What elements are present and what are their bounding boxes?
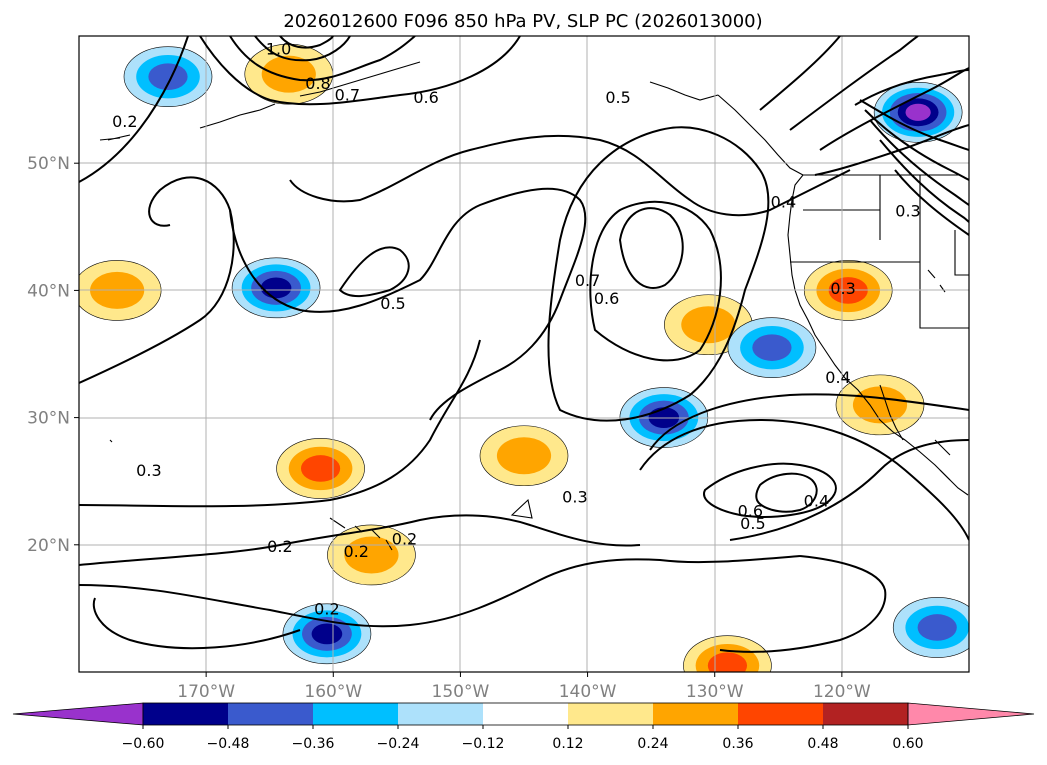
pv-anomaly-8 [727, 317, 817, 378]
colorbar-tick-label-4: −0.24 [377, 736, 420, 752]
chart-title: 2026012600 F096 850 hPa PV, SLP PC (2026… [283, 11, 762, 32]
lon-tick-label-2: 160°W [304, 682, 362, 702]
colorbar-tick-label-10: 0.60 [892, 736, 923, 752]
pv-anomaly-1 [231, 257, 321, 319]
colorbar-frame [142, 702, 909, 726]
pv-anomaly-2 [276, 438, 365, 499]
contour-label-16: 0.2 [343, 542, 368, 561]
contour-label-21: 0.5 [740, 514, 765, 533]
pv-anomaly-14 [123, 46, 213, 108]
pv-anomaly-12 [892, 597, 969, 658]
contour-label-2: 0.8 [305, 74, 330, 93]
lon-tick-label-1: 170°W [177, 682, 235, 702]
lat-tick-label-4: 50°N [27, 154, 70, 174]
contour-label-15: 0.2 [267, 537, 292, 556]
pv-anomaly-5 [479, 425, 569, 487]
contour-labels: 1.00.80.7 0.6 0.50.20.50.70.60.40.30.40.30… [112, 40, 921, 619]
colorbar-tick-label-2: −0.48 [207, 736, 250, 752]
contour-label-18: 0.2 [314, 599, 339, 618]
lon-tick-label-5: 130°W [686, 682, 744, 702]
colorbar-bin-1 [143, 703, 228, 725]
colorbar-bin-6 [568, 703, 653, 725]
colorbar-bin-2 [228, 703, 313, 725]
contour-label-9: 0.6 [594, 289, 619, 308]
contour-label-13: 0.3 [895, 201, 920, 220]
colorbar-extend-low [12, 702, 144, 726]
colorbar-bin-3 [313, 703, 398, 725]
contour-label-7: 0.5 [380, 294, 405, 313]
colorbar-bin-7 [653, 703, 738, 725]
colorbar-tick-label-3: −0.36 [292, 736, 335, 752]
contour-label-14: 0.3 [136, 461, 161, 480]
lon-tick-label-6: 120°W [813, 682, 871, 702]
contour-label-5: 0.5 [605, 88, 630, 107]
graticule [79, 36, 969, 672]
colorbar-bin-4 [398, 703, 483, 725]
colorbar-bin-5 [483, 703, 568, 725]
lon-tick-label-3: 150°W [432, 682, 490, 702]
colorbar-tick-label-6: 0.12 [552, 736, 583, 752]
contour-label-6: 0.2 [112, 112, 137, 131]
contour-label-8: 0.7 [575, 271, 600, 290]
contour-label-20: 0.6 [738, 502, 763, 521]
lat-tick-label-1: 20°N [27, 536, 70, 556]
contour-label-17: 0.2 [392, 529, 417, 548]
colorbar-tick-label-5: −0.12 [462, 736, 505, 752]
colorbar-tick-label-7: 0.24 [637, 736, 668, 752]
lat-tick-label-2: 30°N [27, 409, 70, 429]
contour-label-10: 0.4 [771, 192, 796, 211]
pv-anomaly-4 [282, 603, 372, 665]
contour-label-4: 0.6 [413, 88, 438, 107]
contour-label-1: 1.0 [266, 40, 291, 59]
contour-label-12: 0.4 [825, 368, 850, 387]
contour-label-19: 0.3 [562, 488, 587, 507]
contour-label-3: 0.7 [335, 86, 360, 105]
contour-label-22: 0.4 [804, 491, 829, 510]
contour-label-11: 0.3 [830, 279, 855, 298]
colorbar-bin-9 [823, 703, 908, 725]
lon-tick-label-4: 140°W [559, 682, 617, 702]
pv-anomaly-11 [873, 82, 963, 143]
colorbar-extend-high [907, 702, 1035, 726]
map-frame [78, 35, 970, 673]
colorbar: −0.60 −0.48 −0.36 −0.24 −0.12 0.12 0.24 0.36 0.4… [12, 702, 1035, 752]
colorbar-bin-8 [738, 703, 823, 725]
colorbar-tick-label-9: 0.48 [807, 736, 838, 752]
lat-tick-label-3: 40°N [27, 281, 70, 301]
axis-ticks: 170°W 160°W 150°W 140°W 130°W 120°W 20°N 30°N 40… [27, 154, 871, 702]
colorbar-tick-label-1: −0.60 [122, 736, 165, 752]
pv-anomaly-3 [327, 524, 416, 586]
colorbar-tick-label-8: 0.36 [722, 736, 753, 752]
slp-contours [79, 36, 969, 653]
